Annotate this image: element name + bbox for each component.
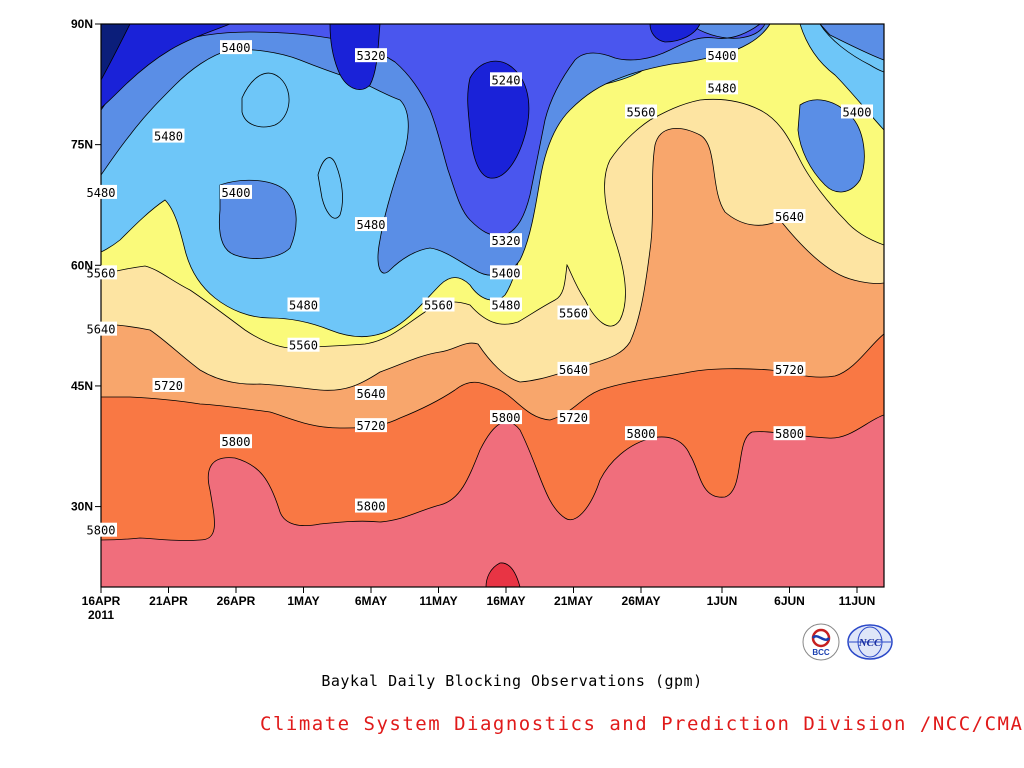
contour-label: 5720: [355, 418, 387, 433]
svg-text:5800: 5800: [775, 427, 804, 441]
contour-label: 5800: [85, 522, 117, 538]
svg-text:5480: 5480: [357, 218, 386, 232]
contour-label: 5800: [355, 498, 387, 514]
contour-label: 5480: [85, 184, 117, 200]
y-tick-label: 45N: [71, 379, 93, 393]
svg-text:5720: 5720: [559, 411, 588, 425]
ncc-logo-text: NCC: [858, 637, 882, 649]
x-tick-label: 11MAY: [419, 594, 457, 608]
svg-text:5640: 5640: [559, 363, 588, 377]
contour-label: 5560: [625, 104, 657, 119]
bcc-logo-text: BCC: [812, 648, 830, 657]
contour-label: 5480: [152, 128, 185, 144]
svg-text:5320: 5320: [492, 234, 521, 248]
plot-frame: [100, 23, 885, 588]
x-tick-label: 6MAY: [355, 594, 387, 608]
svg-text:5560: 5560: [289, 339, 318, 353]
contour-fills: [101, 24, 884, 587]
y-tick-label: 30N: [71, 500, 93, 514]
contour-label: 5800: [625, 426, 657, 441]
x-tick-label: 6JUN: [774, 594, 805, 608]
svg-text:5560: 5560: [559, 307, 588, 321]
y-tick-label: 75N: [71, 138, 93, 152]
contour-label: 5720: [557, 410, 590, 425]
contour-labels: 5400 5320 5240 5400 5480 5560 5400 5480 5480 5400…: [85, 40, 873, 538]
x-tick-label: 21MAY: [554, 594, 593, 608]
svg-text:5480: 5480: [492, 299, 521, 313]
x-tick-label: 11JUN: [839, 594, 876, 608]
svg-text:5400: 5400: [492, 266, 521, 280]
band-5160-5240: [101, 24, 701, 179]
contour-label: 5400: [706, 48, 738, 63]
x-tick-label: 26MAY: [622, 594, 661, 608]
svg-text:5800: 5800: [87, 524, 116, 538]
svg-text:5480: 5480: [289, 299, 318, 313]
x-axis: 16APR 21APR 26APR 1MAY 6MAY 11MAY 16MAY 21MAY 26…: [82, 587, 876, 622]
svg-text:5240: 5240: [492, 73, 521, 87]
svg-text:5400: 5400: [843, 105, 872, 119]
contour-label: 5800: [220, 434, 252, 449]
x-tick-label: 16APR: [82, 594, 121, 608]
x-year-label: 2011: [88, 608, 114, 622]
contour-label: 5800: [490, 410, 522, 425]
svg-text:5800: 5800: [627, 427, 656, 441]
contour-label: 5640: [355, 385, 387, 401]
contour-label: 5320: [490, 233, 522, 248]
contour-label: 5560: [287, 337, 320, 353]
contour-label: 5480: [287, 297, 320, 313]
contour-label: 5720: [152, 377, 185, 393]
svg-text:5640: 5640: [87, 323, 116, 337]
contour-label: 5800: [773, 426, 806, 441]
contour-label: 5400: [841, 104, 873, 119]
svg-text:5320: 5320: [357, 49, 386, 63]
bcc-logo: BCC: [802, 623, 840, 661]
y-axis: 30N 45N 60N 75N 90N: [71, 17, 101, 514]
svg-text:5400: 5400: [222, 186, 251, 200]
contour-label: 5480: [490, 297, 522, 313]
x-tick-label: 26APR: [217, 594, 256, 608]
y-tick-label: 60N: [71, 258, 93, 272]
band-5880-plus: [485, 562, 521, 587]
contour-label: 5480: [706, 80, 738, 95]
chart-caption: Baykal Daily Blocking Observations (gpm): [321, 672, 703, 690]
svg-text:5720: 5720: [775, 363, 804, 377]
contour-label: 5400: [220, 40, 252, 55]
contour-label: 5320: [355, 48, 387, 63]
contour-label: 5240: [490, 72, 522, 87]
x-tick-label: 1JUN: [707, 594, 738, 608]
svg-text:5720: 5720: [154, 379, 183, 393]
svg-text:5480: 5480: [154, 130, 183, 144]
x-tick-label: 21APR: [149, 594, 188, 608]
contour-label: 5640: [773, 209, 806, 224]
x-tick-label: 1MAY: [287, 594, 319, 608]
svg-text:5400: 5400: [222, 41, 251, 55]
contour-label: 5640: [85, 321, 117, 337]
contour-label: 5640: [557, 361, 590, 377]
svg-text:5640: 5640: [775, 210, 804, 224]
ncc-logo: NCC: [847, 624, 893, 660]
contour-label: 5560: [557, 305, 590, 321]
svg-text:5480: 5480: [87, 186, 116, 200]
svg-text:5400: 5400: [708, 49, 737, 63]
x-tick-label: 16MAY: [487, 594, 526, 608]
svg-text:5560: 5560: [627, 105, 656, 119]
contour-label: 5400: [490, 265, 522, 280]
credit-text: Climate System Diagnostics and Predictio…: [260, 713, 1024, 735]
svg-text:5560: 5560: [424, 299, 453, 313]
contour-plot: 5400 5320 5240 5400 5480 5560 5400 5480 5480 5400…: [71, 17, 885, 622]
svg-text:5800: 5800: [492, 411, 521, 425]
svg-text:5800: 5800: [222, 435, 251, 449]
svg-text:5800: 5800: [357, 500, 386, 514]
svg-text:5720: 5720: [357, 419, 386, 433]
contour-label: 5400: [220, 184, 252, 200]
contour-label: 5560: [85, 265, 117, 280]
svg-text:5560: 5560: [87, 266, 116, 280]
y-tick-label: 90N: [71, 17, 93, 31]
contour-label: 5560: [422, 297, 455, 313]
contour-label: 5480: [355, 217, 387, 232]
contour-label: 5720: [773, 361, 806, 377]
svg-text:5640: 5640: [357, 387, 386, 401]
svg-text:5480: 5480: [708, 81, 737, 95]
